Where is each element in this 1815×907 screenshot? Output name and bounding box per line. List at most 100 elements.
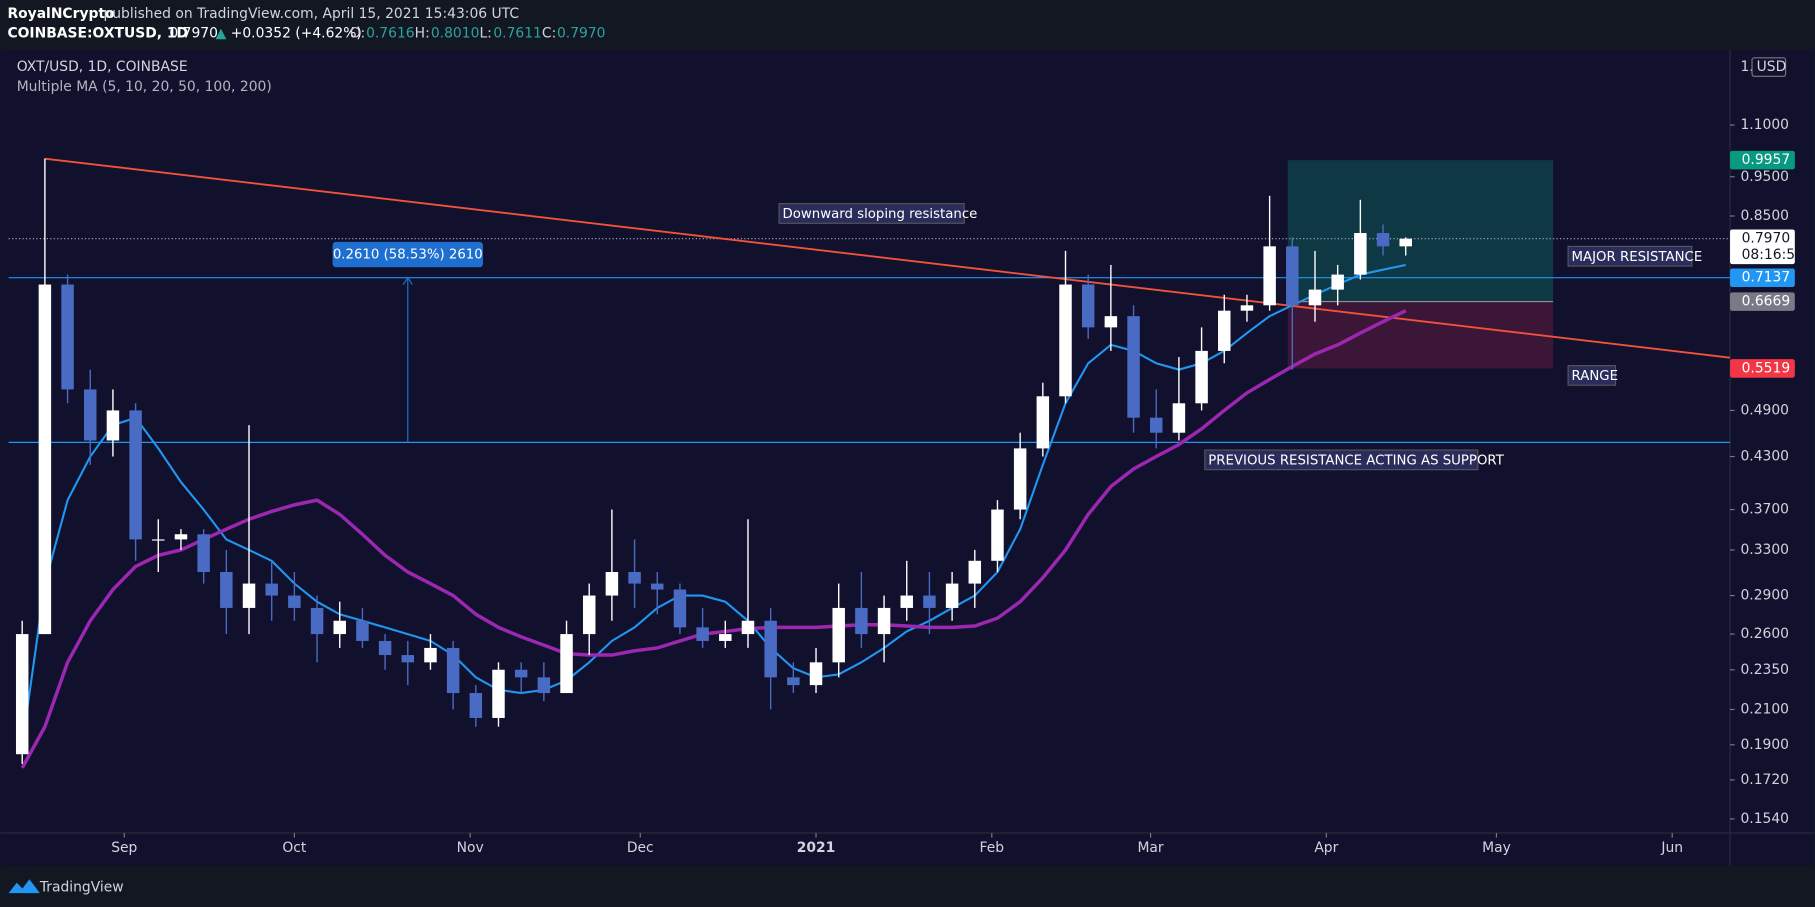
measure-label-box xyxy=(332,241,483,268)
candle-body xyxy=(106,410,120,441)
symbol: COINBASE:OXTUSD, 1D xyxy=(7,26,188,42)
candle-body xyxy=(628,572,641,584)
candle-body xyxy=(855,607,868,635)
y-tick-label: 0.8500 xyxy=(1740,208,1789,224)
y-tick-label: 1.1000 xyxy=(1740,117,1789,133)
candle-body xyxy=(968,560,982,584)
brand-logo xyxy=(8,879,40,894)
range-profit xyxy=(1287,160,1554,302)
candle-body xyxy=(605,572,619,596)
candle-body xyxy=(356,620,369,641)
x-tick-label: Apr xyxy=(1314,840,1338,856)
candle-body xyxy=(220,572,233,608)
candle-body xyxy=(877,607,891,635)
x-tick-label: Oct xyxy=(282,840,307,856)
candle-body xyxy=(152,539,165,541)
candle-body xyxy=(991,509,1004,561)
low: 0.7611 xyxy=(493,26,542,42)
candle-body xyxy=(129,410,142,540)
x-tick-label: 2021 xyxy=(797,840,836,856)
candle-body xyxy=(1149,417,1163,433)
price-tag xyxy=(1730,292,1795,311)
candle-body xyxy=(1195,350,1208,404)
candle-body xyxy=(310,607,324,635)
candle-body xyxy=(719,634,732,641)
candle-body xyxy=(787,677,800,686)
author: RoyalNCrypto xyxy=(7,6,114,22)
candle-body xyxy=(1263,246,1276,306)
range-loss xyxy=(1287,301,1554,369)
close: 0.7970 xyxy=(557,26,606,42)
annotation: MAJOR RESISTANCE xyxy=(1572,250,1703,265)
currency[interactable]: USD xyxy=(1757,59,1787,75)
candle-body xyxy=(900,595,913,608)
candle-body xyxy=(1354,233,1367,275)
candle-body xyxy=(242,583,256,608)
h-label: H: xyxy=(415,26,430,42)
candle-body xyxy=(61,284,74,390)
legend-pair: OXT/USD, 1D, COINBASE xyxy=(17,59,188,75)
candle-body xyxy=(492,669,505,718)
candle-body xyxy=(424,647,437,663)
price-tag xyxy=(1730,229,1795,265)
y-tick-label: 0.1540 xyxy=(1740,811,1789,827)
candle-body xyxy=(741,620,755,635)
candle-body xyxy=(832,607,845,663)
price-tag-label: 0.7137 xyxy=(1742,270,1791,286)
price-tag-label: 0.6669 xyxy=(1742,294,1791,310)
candle-body xyxy=(446,647,460,694)
candle-body xyxy=(537,677,551,694)
candle-body xyxy=(696,627,709,641)
x-tick-label: May xyxy=(1482,840,1511,856)
candle-body xyxy=(945,583,959,608)
candle-body xyxy=(1308,289,1322,306)
candle-body xyxy=(582,595,596,635)
l-label: L: xyxy=(479,26,491,42)
currency-box[interactable] xyxy=(1751,57,1787,77)
price-tag-label: 0.7970 xyxy=(1742,231,1791,247)
candle-body xyxy=(514,669,528,678)
candle-body xyxy=(197,534,210,573)
price-tag xyxy=(1730,150,1795,170)
x-tick-label: Feb xyxy=(980,840,1005,856)
candle-body xyxy=(651,583,664,590)
candle-body xyxy=(809,662,823,686)
plot: 1.1000 0.9500 0.8500 0.4900 0.4300 0.3700 0.33… xyxy=(8,117,1804,856)
annotation-box xyxy=(1567,245,1693,267)
annotation: Downward sloping resistance xyxy=(783,207,978,222)
y-tick-label: 0.9500 xyxy=(1740,169,1789,185)
legend-indicator: Multiple MA (5, 10, 20, 50, 100, 200) xyxy=(17,79,272,95)
candle-body xyxy=(1286,246,1299,306)
candle-body xyxy=(469,693,483,718)
o-label: O: xyxy=(350,26,365,42)
last-price: 0.7970 xyxy=(169,26,218,42)
candle-body xyxy=(15,634,29,755)
x-tick-label: Dec xyxy=(627,840,654,856)
price-tag-label: 0.9957 xyxy=(1742,152,1791,168)
candle-body xyxy=(1331,274,1344,290)
y-tick-label: 0.3300 xyxy=(1740,542,1789,558)
candle-body xyxy=(1127,316,1140,418)
measure-label: 0.2610 (58.53%) 2610 xyxy=(333,248,483,263)
trendline xyxy=(44,157,1731,359)
x-tick-label: Mar xyxy=(1137,840,1163,856)
measure-head xyxy=(402,276,413,285)
candle-body xyxy=(288,595,301,608)
candle-body xyxy=(378,640,392,656)
open: 0.7616 xyxy=(366,26,415,42)
y-tick-label: 0.3700 xyxy=(1740,502,1789,518)
y-tick-label: 0.2600 xyxy=(1740,626,1789,642)
annotation-box xyxy=(778,203,965,224)
high: 0.8010 xyxy=(431,26,480,42)
candle-body xyxy=(764,620,777,678)
y-tick-label: 0.2350 xyxy=(1740,662,1789,678)
candle-body xyxy=(1013,448,1027,510)
annotation-box xyxy=(1567,364,1617,386)
x-tick-label: Nov xyxy=(457,840,484,856)
candle-body xyxy=(1172,403,1186,433)
annotation-box xyxy=(1204,449,1479,471)
y-tick-label: 0.2100 xyxy=(1740,701,1789,717)
candle-body xyxy=(333,620,346,635)
y-tick-label: 0.4900 xyxy=(1740,402,1789,418)
